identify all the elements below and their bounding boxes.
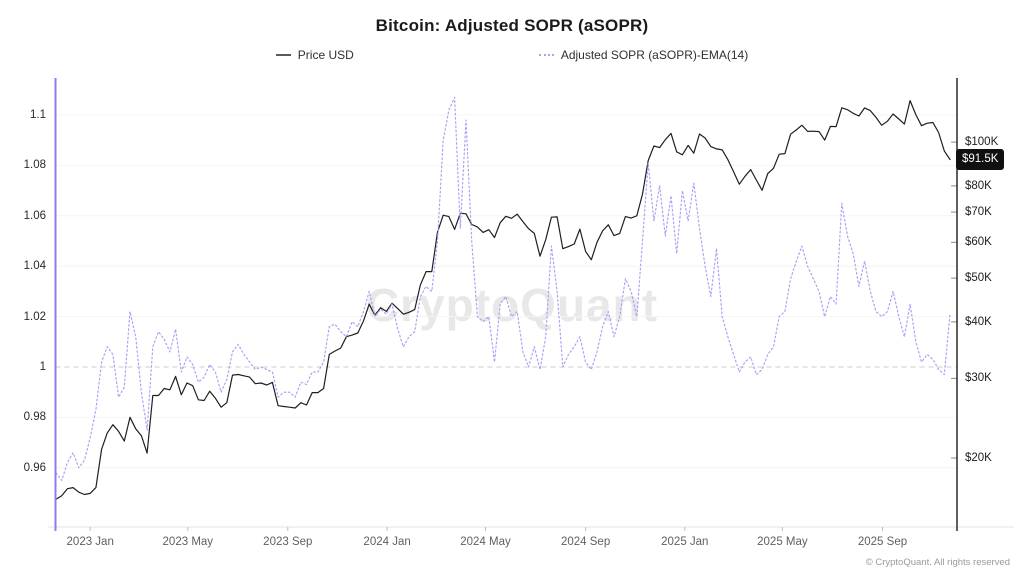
left-axis-tick-label: 1 (39, 361, 46, 373)
right-axis-tick-label: $50K (965, 272, 992, 285)
x-axis-tick-label: 2024 Sep (560, 536, 611, 548)
left-axis-tick-label: 1.06 (23, 209, 46, 222)
legend-label-asopr-ema: Adjusted SOPR (aSOPR)-EMA(14) (560, 48, 749, 62)
current-price-badge: $91.5K (956, 149, 1005, 170)
right-axis-tick-label: $40K (965, 315, 992, 328)
x-axis-tick-label: 2023 Jan (66, 536, 114, 548)
x-axis-tick-label: 2023 May (162, 536, 214, 548)
left-axis-tick-label: 1.04 (23, 260, 46, 273)
right-axis-tick-label: $70K (965, 206, 992, 219)
right-axis-tick-label: $80K (965, 179, 992, 192)
price-line-swatch-icon (275, 54, 291, 56)
right-axis-tick-label: $100K (965, 136, 999, 149)
x-axis-tick-label: 2025 May (757, 536, 808, 548)
legend-item-asopr-ema[interactable]: Adjusted SOPR (aSOPR)-EMA(14) (538, 48, 749, 62)
left-axis-tick-label: 1.1 (30, 109, 46, 122)
asopr-line-swatch-icon (538, 54, 554, 56)
right-axis-tick-label: $20K (965, 451, 992, 464)
x-axis-tick-label: 2024 Jan (363, 536, 411, 548)
x-axis-tick-label: 2024 May (460, 536, 511, 548)
left-axis-tick-label: 1.08 (23, 159, 46, 172)
right-axis-tick-label: $30K (965, 372, 992, 385)
chart-title: Bitcoin: Adjusted SOPR (aSOPR) (375, 16, 649, 35)
right-axis-tick-label: $60K (965, 236, 992, 249)
left-axis-tick-label: 0.96 (23, 461, 46, 474)
x-axis-tick-label: 2023 Sep (263, 536, 313, 548)
x-axis-tick-label: 2025 Jan (661, 536, 709, 548)
asopr-ema-line (55, 96, 951, 481)
left-axis-tick-label: 0.98 (23, 411, 46, 424)
left-axis-tick-label: 1.02 (23, 310, 46, 323)
copyright-footer: © CryptoQuant. All rights reserved (865, 557, 1010, 568)
legend-label-price-usd: Price USD (297, 48, 354, 62)
cryptoquant-watermark: CryptoQuant (365, 279, 659, 331)
legend: Price USD Adjusted SOPR (aSOPR)-EMA(14) (0, 48, 1024, 62)
price-usd-line (55, 99, 951, 500)
legend-item-price-usd[interactable]: Price USD (275, 48, 354, 62)
x-axis-tick-label: 2025 Sep (857, 536, 908, 548)
